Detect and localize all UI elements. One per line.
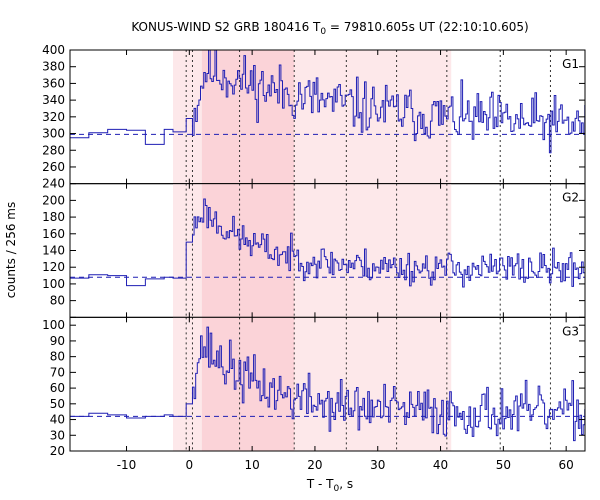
y-tick-label: 180 — [42, 210, 65, 224]
panel-frame — [69, 316, 586, 452]
y-tick-label: 320 — [42, 110, 65, 124]
interval-band-1 — [201, 183, 295, 318]
y-tick-label: 40 — [50, 413, 65, 427]
panels-layer: 240260280300320340360380400G180100120140… — [42, 43, 586, 472]
panel-label-g1: G1 — [562, 57, 579, 71]
y-tick-label: 140 — [42, 244, 65, 258]
light-curve-g3 — [70, 326, 586, 442]
y-tick-label: 80 — [50, 350, 65, 364]
y-axis-label: counts / 256 ms — [4, 202, 18, 298]
panel-g1: 240 260 280 300 320 340 360 380 400 G1 — [42, 43, 586, 191]
y-tick-label: 400 — [42, 43, 65, 57]
interval-band-1 — [201, 50, 295, 184]
y-tick-label: 60 — [50, 381, 65, 395]
y-tick-label: 100 — [42, 318, 65, 332]
y-tick-label: 360 — [42, 76, 65, 90]
x-tick-label: 50 — [496, 458, 511, 472]
x-tick-label: -10 — [117, 458, 137, 472]
y-tick-label: 70 — [50, 365, 65, 379]
x-tick-label: 0 — [186, 458, 194, 472]
x-tick-label: 30 — [370, 458, 385, 472]
y-tick-label: 260 — [42, 160, 65, 174]
y-tick-label: 200 — [42, 193, 65, 207]
light-curve-g2 — [70, 198, 586, 288]
x-tick-label: 10 — [244, 458, 259, 472]
panel-g2: 80 100 120 140 160 180 200 G2 — [42, 183, 586, 318]
y-tick-label: 240 — [42, 177, 65, 191]
x-tick-label: 60 — [559, 458, 574, 472]
y-tick-label: 80 — [50, 294, 65, 308]
panel-label-g3: G3 — [562, 324, 579, 338]
y-tick-label: 340 — [42, 93, 65, 107]
x-axis-label: T - T0, s — [306, 477, 353, 494]
interval-band-1 — [201, 317, 295, 451]
y-tick-label: 300 — [42, 127, 65, 141]
y-tick-label: 100 — [42, 277, 65, 291]
y-tick-label: 280 — [42, 143, 65, 157]
x-tick-label: 40 — [433, 458, 448, 472]
light-curve-g1 — [70, 49, 586, 154]
y-tick-label: 20 — [50, 444, 65, 458]
y-tick-label: 380 — [42, 60, 65, 74]
y-tick-label: 160 — [42, 227, 65, 241]
y-tick-label: 120 — [42, 260, 65, 274]
chart-title: KONUS-WIND S2 GRB 180416 T0 = 79810.605s… — [131, 20, 528, 37]
x-tick-label: 20 — [307, 458, 322, 472]
y-tick-label: 30 — [50, 428, 65, 442]
panel-label-g2: G2 — [562, 191, 579, 205]
y-tick-label: 50 — [50, 397, 65, 411]
y-tick-label: 90 — [50, 334, 65, 348]
